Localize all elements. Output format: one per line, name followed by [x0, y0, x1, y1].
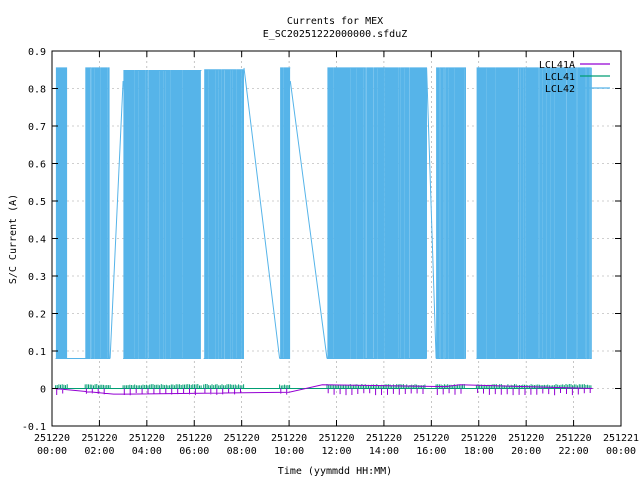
y-tick-label: 0.4: [28, 235, 46, 246]
y-tick-label: -0.1: [22, 422, 46, 433]
series-lcl41a-line: [54, 384, 593, 396]
x-tick-label-time: 00:00: [606, 446, 636, 457]
x-tick-label-time: 08:00: [227, 446, 257, 457]
x-tick-label-time: 04:00: [132, 446, 162, 457]
x-tick-label-time: 06:00: [179, 446, 209, 457]
y-tick-label: 0: [40, 385, 46, 396]
x-tick-label-date: 251220: [271, 433, 307, 444]
x-tick-label-date: 251220: [224, 433, 260, 444]
y-tick-label: 0.2: [28, 310, 46, 321]
y-tick-label: 0.7: [28, 122, 46, 133]
y-tick-label: 0.8: [28, 85, 46, 96]
x-tick-label-date: 251220: [318, 433, 354, 444]
x-tick-label-time: 02:00: [84, 446, 114, 457]
chart-subtitle: E_SC20251222000000.sfduZ: [263, 29, 408, 40]
x-tick-label-date: 251220: [34, 433, 70, 444]
chart-title: Currents for MEX: [287, 16, 383, 27]
x-tick-label-time: 16:00: [416, 446, 446, 457]
x-tick-label-time: 22:00: [559, 446, 589, 457]
x-axis-label: Time (yymmdd HH:MM): [278, 466, 392, 477]
x-tick-label-time: 18:00: [464, 446, 494, 457]
series-layer: [52, 67, 593, 396]
axes: -0.1 0 0.1 0.2 0.3 0.4 0.5 0.6 0.7 0.8 0.9 251220 00…: [22, 47, 639, 457]
y-tick-label: 0.1: [28, 347, 46, 358]
y-axis-label: S/C Current (A): [8, 194, 19, 284]
y-tick-label: 0.9: [28, 47, 46, 58]
x-tick-label-time: 10:00: [274, 446, 304, 457]
x-tick-label-date: 251220: [556, 433, 592, 444]
x-tick-label-date: 251220: [366, 433, 402, 444]
x-tick-label-date: 251220: [176, 433, 212, 444]
x-tick-label-date: 251221: [603, 433, 639, 444]
x-tick-label-date: 251220: [129, 433, 165, 444]
y-tick-label: 0.6: [28, 160, 46, 171]
x-tick-label-date: 251220: [413, 433, 449, 444]
x-tick-label-date: 251220: [508, 433, 544, 444]
x-tick-label-time: 12:00: [321, 446, 351, 457]
x-tick-label-date: 251220: [81, 433, 117, 444]
legend-label: LCL41A: [539, 60, 575, 71]
x-tick-label-time: 20:00: [511, 446, 541, 457]
y-tick-label: 0.5: [28, 197, 46, 208]
x-tick-label-time: 00:00: [37, 446, 67, 457]
legend-label: LCL41: [545, 72, 575, 83]
x-tick-label-time: 14:00: [369, 446, 399, 457]
x-tick-label-date: 251220: [461, 433, 497, 444]
legend-label: LCL42: [545, 84, 575, 95]
series-lcl42-line: [55, 67, 592, 359]
y-tick-label: 0.3: [28, 272, 46, 283]
